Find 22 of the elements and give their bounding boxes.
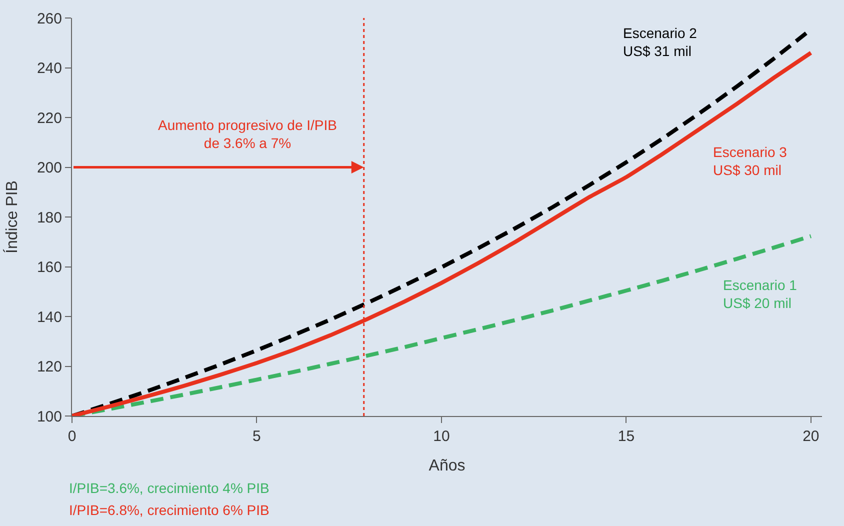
- y-tick-label: 100: [36, 408, 62, 426]
- text: I/PIB=6.8%, crecimiento 6% PIB: [69, 502, 270, 518]
- x-tick-label: 0: [68, 428, 76, 445]
- series-label: Escenario 3 US$ 30 mil: [713, 144, 788, 178]
- y-tick-label: 240: [36, 60, 62, 77]
- x-tick-label: 20: [802, 428, 820, 445]
- y-tick-label: 160: [36, 259, 62, 276]
- text: I/PIB=3.6%, crecimiento 4% PIB: [69, 480, 270, 496]
- y-tick-label: 200: [36, 160, 62, 176]
- y-tick-label: 220: [36, 110, 62, 127]
- annotation: Aumento progresivo de I/PIB de 3.6% a 7%: [158, 117, 337, 152]
- y-axis-title: Índice PIB: [2, 180, 21, 254]
- y-tick-label: 140: [36, 308, 62, 326]
- y-tick-label: 260: [36, 10, 62, 28]
- x-tick-label: 5: [252, 428, 261, 445]
- series-label: Escenario 1 US$ 20 mil: [723, 277, 798, 312]
- x-tick-label: 10: [433, 428, 450, 445]
- y-tick-label: 180: [36, 209, 62, 226]
- text: Escenario 2 US$ 31 mil: [623, 25, 698, 60]
- x-tick-label: 15: [618, 428, 635, 445]
- x-axis-title: Años: [428, 458, 466, 475]
- y-tick-label: 120: [36, 358, 62, 376]
